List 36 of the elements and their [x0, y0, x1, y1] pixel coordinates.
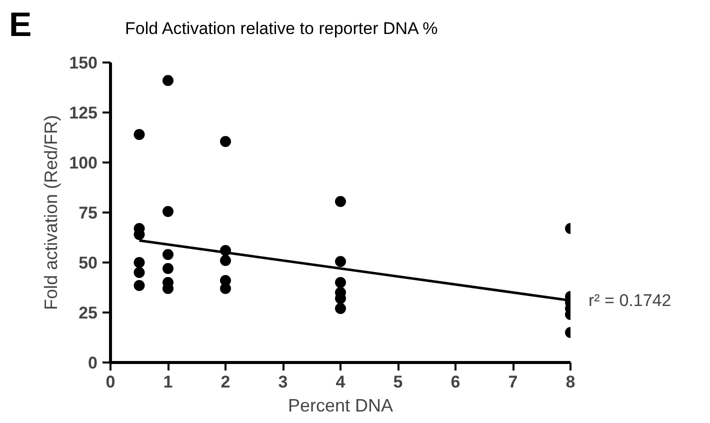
point: [134, 280, 145, 291]
point: [335, 277, 346, 288]
point: [220, 255, 231, 266]
y-tick-label: 0: [88, 354, 98, 372]
point: [335, 303, 346, 314]
y-tick-label: 150: [69, 54, 98, 72]
y-tick-label: 75: [78, 204, 98, 222]
point: [162, 249, 174, 260]
x-tick-label: 2: [220, 372, 230, 392]
point: [335, 256, 346, 267]
x-tick-label: 3: [278, 372, 288, 392]
y-axis-title: Fold activation (Red/FR): [41, 114, 62, 310]
annotation: r² = 0.1742: [588, 291, 672, 310]
x-tick-label: 8: [566, 372, 576, 392]
x-tick-label: 0: [106, 372, 116, 392]
point: [162, 75, 174, 86]
x-tick-label: 5: [393, 372, 403, 392]
text: E: [9, 5, 32, 45]
x-tick-label: 4: [336, 372, 346, 392]
x-tick-label: 7: [508, 372, 518, 392]
point: [162, 263, 174, 274]
point: [134, 129, 145, 140]
point: [220, 283, 231, 294]
y-tick-label: 25: [78, 304, 98, 322]
point: [335, 196, 346, 207]
point: [162, 206, 174, 217]
y-tick-label: 125: [69, 104, 98, 122]
x-tick-label: 1: [163, 372, 173, 392]
y-tick-label: 50: [78, 254, 98, 272]
point: [134, 267, 145, 278]
point: [134, 257, 145, 268]
x-axis-title: Percent DNA: [288, 396, 394, 416]
y-tick-label: 100: [69, 154, 98, 172]
chart-title: Fold Activation relative to reporter DNA %: [125, 18, 438, 40]
point: [220, 136, 231, 147]
x-tick-label: 6: [450, 372, 460, 392]
